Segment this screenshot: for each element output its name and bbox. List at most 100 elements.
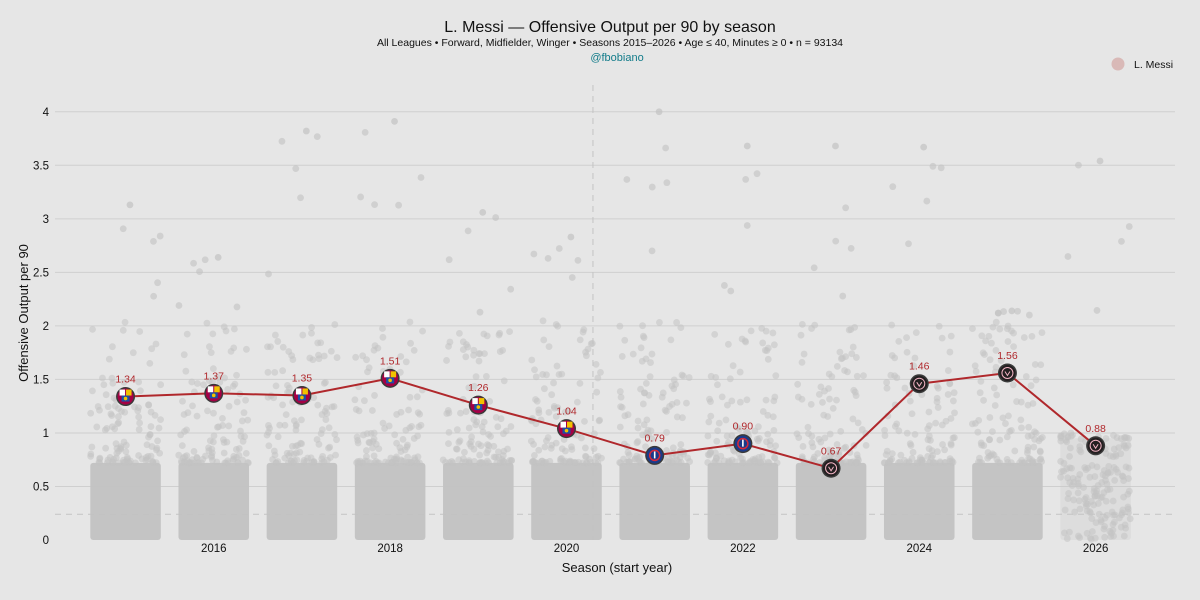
population-point xyxy=(443,357,450,364)
population-outlier xyxy=(810,264,818,272)
population-point xyxy=(477,442,485,450)
population-outlier xyxy=(1064,253,1072,260)
population-point xyxy=(317,430,325,437)
population-point xyxy=(541,443,549,451)
population-point xyxy=(980,442,988,449)
population-point xyxy=(573,398,581,406)
population-point xyxy=(157,381,165,389)
messi-point-2017 xyxy=(292,385,312,405)
population-point xyxy=(949,434,957,442)
population-point xyxy=(118,408,125,415)
population-point xyxy=(101,426,109,434)
population-point xyxy=(992,363,1000,371)
population-point xyxy=(968,420,976,428)
y-tick-label: 0.5 xyxy=(33,481,49,493)
population-point xyxy=(854,419,862,427)
population-outlier xyxy=(929,162,937,170)
population-point xyxy=(379,333,387,341)
population-point xyxy=(798,358,806,366)
population-outlier xyxy=(847,244,855,252)
population-point xyxy=(860,372,867,380)
inter-miami-crest-ring xyxy=(1001,366,1014,379)
population-outlier xyxy=(476,308,484,316)
population-point xyxy=(233,398,241,406)
population-point xyxy=(726,375,734,383)
population-point xyxy=(1024,446,1032,454)
population-point xyxy=(265,442,273,450)
population-point xyxy=(404,458,412,466)
population-point xyxy=(978,332,986,340)
population-point xyxy=(194,380,201,387)
population-point xyxy=(331,321,339,328)
population-point xyxy=(1066,452,1073,460)
population-point xyxy=(762,396,770,404)
barcelona-crest-ball xyxy=(123,396,128,401)
population-point xyxy=(887,371,895,379)
population-point xyxy=(656,319,663,326)
population-point xyxy=(810,455,817,463)
population-point xyxy=(986,436,994,443)
population-point xyxy=(590,445,598,453)
population-max-point xyxy=(479,209,487,216)
population-point xyxy=(1021,459,1028,467)
population-point xyxy=(354,439,362,447)
population-point xyxy=(183,330,191,338)
population-point xyxy=(616,388,624,395)
population-point xyxy=(862,442,870,449)
population-point xyxy=(184,459,192,467)
population-point xyxy=(1115,444,1123,452)
population-point xyxy=(616,322,624,330)
population-outlier xyxy=(832,237,840,245)
population-point xyxy=(496,348,504,355)
barcelona-crest-cross xyxy=(207,386,214,393)
messi-series: 1.34 1.37 1.35 1.51 1.26 1.04 0.79 0.90 0.67 1.46… xyxy=(115,350,1106,478)
population-point xyxy=(1027,382,1035,390)
population-point xyxy=(330,403,338,410)
population-point xyxy=(773,459,781,467)
population-point xyxy=(382,458,389,466)
population-outlier xyxy=(721,282,728,289)
chart-title: L. Messi — Offensive Output per 90 by se… xyxy=(444,19,775,36)
population-point xyxy=(352,406,360,413)
chart-subtitle: All Leagues • Forward, Midfielder, Winge… xyxy=(377,37,843,49)
population-point xyxy=(747,327,755,335)
population-point xyxy=(725,438,732,446)
population-point xyxy=(835,448,843,456)
population-point xyxy=(839,354,846,362)
population-point xyxy=(793,430,801,438)
population-outlier xyxy=(623,176,631,183)
population-point xyxy=(213,458,221,466)
population-point xyxy=(987,452,995,459)
population-point xyxy=(439,456,447,464)
population-point xyxy=(745,459,753,467)
population-point xyxy=(1120,493,1128,501)
y-tick-label: 3 xyxy=(43,214,49,226)
population-point xyxy=(724,401,731,409)
population-point xyxy=(113,449,121,457)
population-point xyxy=(646,373,654,381)
population-point xyxy=(1008,327,1015,335)
population-point xyxy=(209,365,217,373)
population-point xyxy=(264,368,272,376)
population-point xyxy=(146,359,154,367)
population-point xyxy=(1031,435,1039,443)
population-point xyxy=(819,398,826,406)
population-point xyxy=(996,436,1004,444)
messi-point-2026 xyxy=(1086,436,1106,456)
population-point xyxy=(243,345,250,353)
population-point xyxy=(895,459,902,467)
inter-miami-crest-ring xyxy=(1089,439,1102,452)
population-point xyxy=(108,423,116,431)
population-point xyxy=(490,453,498,461)
population-point xyxy=(135,426,143,433)
population-max-point xyxy=(302,127,310,135)
population-point xyxy=(852,392,860,400)
population-point xyxy=(643,416,651,424)
population-point xyxy=(540,385,548,393)
population-point xyxy=(271,331,279,339)
population-point xyxy=(853,451,861,459)
population-point xyxy=(641,389,649,397)
population-point xyxy=(673,413,681,421)
population-point xyxy=(1100,489,1108,497)
population-point xyxy=(842,458,850,466)
